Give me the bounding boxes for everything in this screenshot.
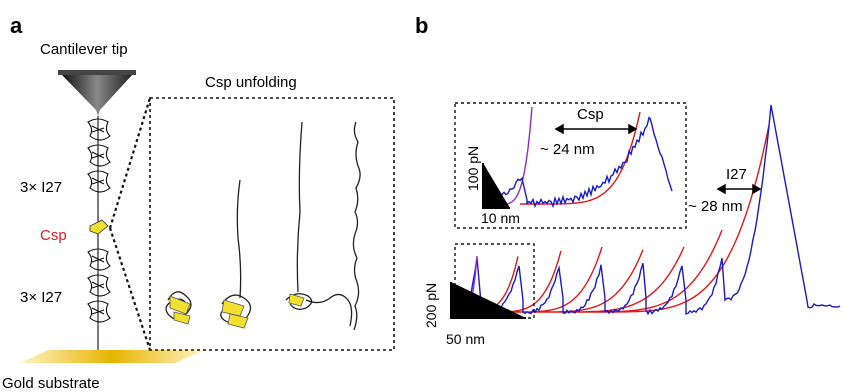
main-scale-bar xyxy=(450,282,526,319)
inset-contour-arrow-icon xyxy=(554,123,638,135)
zoom-connector xyxy=(108,97,152,351)
panel-b: b 200 pN 50 nm I27 ~ 28 nm Csp xyxy=(415,13,841,347)
partially-unfolded-csp-icon xyxy=(220,179,252,329)
inset-scale-bar xyxy=(482,163,510,209)
inset-box xyxy=(454,102,687,229)
i27-domain-icon xyxy=(87,300,111,323)
i27-domain-icon xyxy=(87,274,111,297)
inset-y-scale-label: 100 pN xyxy=(465,146,481,191)
panel-a-letter: a xyxy=(10,13,23,38)
inset: Csp ~ 24 nm 100 pN 10 nm xyxy=(454,102,687,229)
i27-bottom-label: 3× I27 xyxy=(20,289,62,306)
main-x-scale-label: 50 nm xyxy=(446,331,485,347)
mostly-unfolded-csp-icon xyxy=(285,121,353,327)
cantilever-label: Cantilever tip xyxy=(40,41,128,58)
gold-substrate-icon xyxy=(20,350,205,363)
cantilever-tip-icon xyxy=(58,70,136,116)
main-y-scale-label: 200 pN xyxy=(423,283,439,328)
inset-wlc-fit xyxy=(520,111,641,205)
inset-csp-label: Csp xyxy=(577,106,604,123)
i27-contour-label: ~ 28 nm xyxy=(688,198,743,215)
i27-label: I27 xyxy=(726,166,747,183)
folded-csp-icon xyxy=(165,291,192,325)
unfolding-snapshots xyxy=(165,121,361,331)
i27-domain-icon xyxy=(87,170,111,193)
panel-a: a Cantilever tip 3× I27 Csp 3× I27 Gold … xyxy=(2,13,395,392)
panel-b-letter: b xyxy=(415,13,428,38)
inset-contour-label: ~ 24 nm xyxy=(540,141,595,158)
inset-trace xyxy=(485,116,673,209)
i27-domain-icon xyxy=(87,144,111,167)
i27-domain-icon xyxy=(87,248,111,271)
i27-domain-icon xyxy=(87,118,111,141)
csp-domain-icon xyxy=(89,219,109,235)
inset-x-scale-label: 10 nm xyxy=(481,210,520,226)
i27-arrow-icon xyxy=(716,183,762,195)
substrate-label: Gold substrate xyxy=(2,375,100,392)
unfolding-box xyxy=(149,97,395,351)
force-trace xyxy=(450,104,841,317)
csp-label: Csp xyxy=(40,227,67,244)
unfolding-title: Csp unfolding xyxy=(205,74,297,91)
i27-top-label: 3× I27 xyxy=(20,179,62,196)
unfolded-csp-icon xyxy=(352,121,361,331)
